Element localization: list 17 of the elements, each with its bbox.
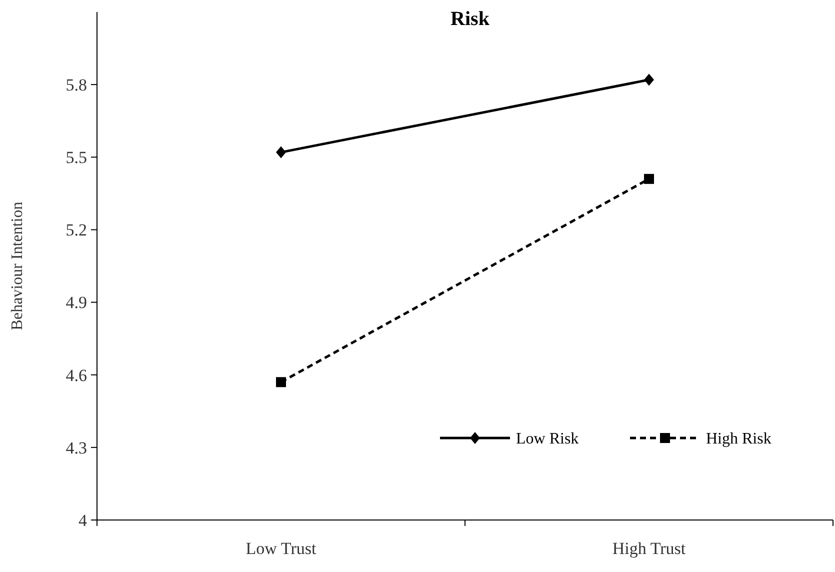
y-tick-label: 4 bbox=[78, 510, 88, 530]
y-tick-label: 5.2 bbox=[66, 220, 87, 240]
legend-label: High Risk bbox=[706, 430, 772, 448]
legend-label: Low Risk bbox=[516, 430, 579, 448]
chart-title: Risk bbox=[450, 8, 490, 30]
point bbox=[644, 174, 654, 184]
y-tick-label: 4.9 bbox=[66, 293, 87, 312]
x-tick-label: High Trust bbox=[612, 539, 686, 558]
point bbox=[644, 74, 654, 86]
y-tick-label: 5.5 bbox=[66, 148, 87, 168]
point bbox=[276, 146, 286, 158]
y-axis-title: Behaviour Intention bbox=[9, 202, 26, 330]
x-tick-label: Low Trust bbox=[246, 539, 316, 558]
point bbox=[276, 377, 286, 388]
y-tick-label: 5.8 bbox=[66, 76, 87, 95]
y-tick-label: 4.3 bbox=[66, 438, 87, 458]
y-tick-label: 4.6 bbox=[66, 366, 87, 385]
